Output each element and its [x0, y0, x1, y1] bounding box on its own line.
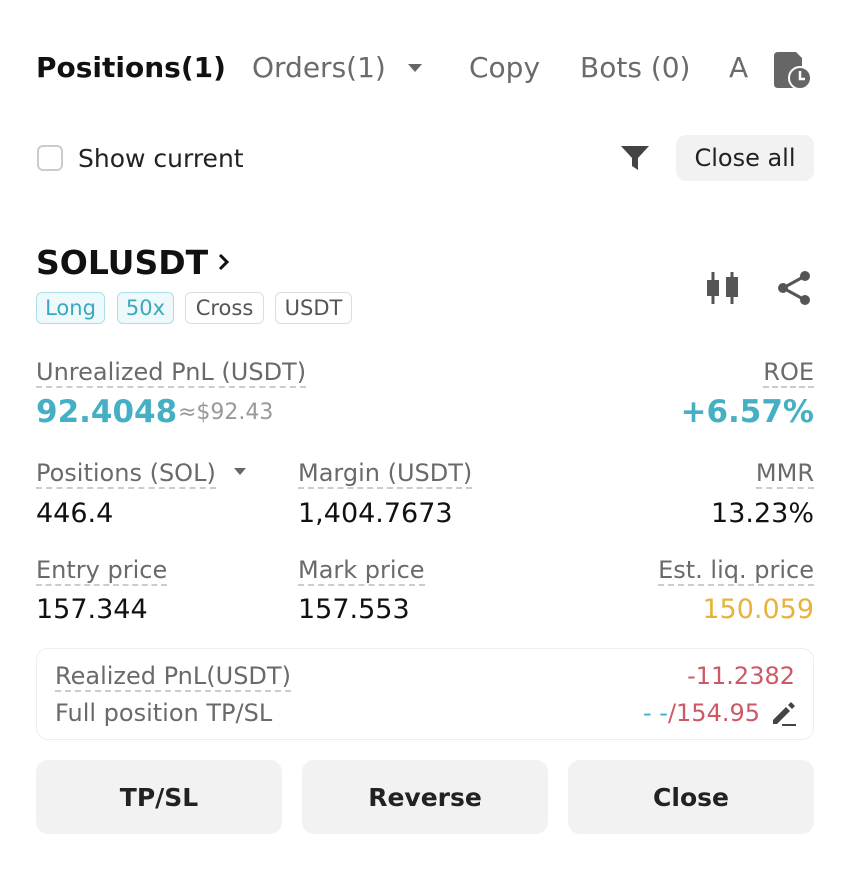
filter-icon[interactable]: [620, 144, 650, 172]
close-button[interactable]: Close: [568, 760, 814, 834]
tab-orders[interactable]: Orders(1): [252, 51, 386, 84]
label: Entry price: [36, 556, 168, 586]
share-icon[interactable]: [776, 270, 812, 306]
value: 446.4: [36, 498, 114, 529]
dropdown-caret[interactable]: [233, 467, 247, 477]
approx-value: ≈$92.43: [178, 400, 274, 425]
edit-icon[interactable]: [770, 699, 798, 727]
label: Full position TP/SL: [55, 699, 273, 727]
label: Unrealized PnL (USDT): [36, 358, 307, 388]
tab-copy[interactable]: Copy: [469, 51, 541, 84]
tab-positions[interactable]: Positions(1): [36, 51, 226, 84]
value: 150.059: [702, 594, 814, 625]
value: 13.23%: [711, 498, 814, 529]
value: +6.57%: [680, 394, 814, 430]
sl-value: /154.95: [667, 699, 760, 727]
history-icon[interactable]: [772, 50, 812, 90]
tp-value: - -: [642, 699, 668, 727]
tab-a[interactable]: A: [729, 51, 749, 84]
tab-bots[interactable]: Bots (0): [580, 51, 691, 84]
checkbox[interactable]: [37, 145, 63, 171]
value: 92.4048: [36, 394, 178, 430]
checkbox-label[interactable]: Show current: [78, 144, 244, 173]
tag: Long: [36, 292, 105, 324]
symbol[interactable]: SOLUSDT: [36, 243, 209, 282]
label: Mark price: [298, 556, 425, 586]
tag: Cross: [185, 292, 264, 324]
label: Margin (USDT): [298, 459, 473, 489]
tag: 50x: [117, 292, 174, 324]
label: MMR: [755, 459, 814, 489]
tp-sl-button[interactable]: TP/SL: [36, 760, 282, 834]
value: 157.553: [298, 594, 410, 625]
value: -11.2382: [687, 662, 795, 690]
dropdown-caret[interactable]: [406, 62, 424, 74]
label: Realized PnL(USDT): [55, 662, 291, 692]
label[interactable]: Positions (SOL): [36, 459, 216, 489]
label: Est. liq. price: [658, 556, 814, 586]
label: ROE: [763, 358, 814, 388]
reverse-button[interactable]: Reverse: [302, 760, 548, 834]
value: 157.344: [36, 594, 148, 625]
chevron[interactable]: [216, 252, 232, 272]
chart-icon[interactable]: [704, 270, 742, 306]
tp-sl-value: - -/154.95: [643, 701, 760, 725]
tag: USDT: [275, 292, 352, 324]
close-all-button[interactable]: Close all: [676, 135, 814, 181]
value: 1,404.7673: [298, 498, 453, 529]
pnl-box: [36, 648, 814, 740]
